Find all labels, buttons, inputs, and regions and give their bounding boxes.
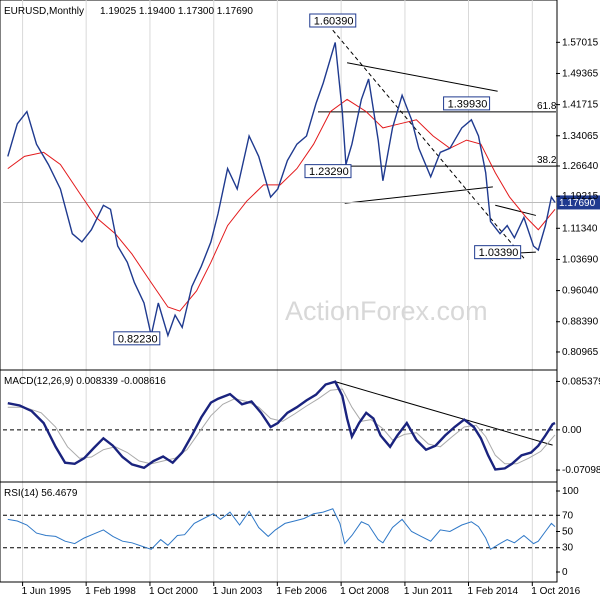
x-axis: 1 Jun 1995 1 Feb 1998 1 Oct 2000 1 Jun 2003… <box>22 582 581 597</box>
price-tick-label: 1.57015 <box>562 37 599 48</box>
price-y-axis: 1.57015 1.49365 1.41715 1.34065 1.26640 1.192… <box>556 37 599 358</box>
current-price-tag <box>557 195 600 210</box>
price-panel: ActionForex.com 61.838.2 1.603901.399301… <box>0 0 600 582</box>
price-level-label: 1.23290 <box>309 166 349 178</box>
price-levels: 1.60390 1.39930 1.23290 1.03390 0.82230 1.176… <box>113 13 600 346</box>
price-tick-label: 1.34065 <box>562 131 599 142</box>
macd-tick-label: 0.085379 <box>562 376 600 387</box>
fib-label: 61.8 <box>537 101 557 112</box>
price-grid <box>22 0 533 582</box>
moving-average-line <box>7 98 556 312</box>
x-tick-label: 1 Oct 2016 <box>531 586 580 597</box>
macd-trendline <box>335 381 553 446</box>
fib-label: 38.2 <box>537 155 557 166</box>
x-tick-label: 1 Jun 2011 <box>404 586 453 597</box>
upper-trendline <box>347 62 498 92</box>
rsi-label: RSI(14) 56.4679 <box>4 488 78 499</box>
price-level-label: 1.03390 <box>479 247 519 259</box>
macd-tick-label: -0.070989 <box>562 465 600 476</box>
x-tick-label: 1 Feb 2006 <box>276 586 327 597</box>
price-tick-label: 1.11340 <box>562 223 598 234</box>
rsi-series <box>7 508 556 551</box>
symbol-label: EURUSD,Monthly <box>4 6 84 17</box>
rsi-y-axis: 100 70 50 30 0 <box>556 486 579 578</box>
x-tick-label: 1 Feb 2014 <box>467 586 518 597</box>
macd-tick-label: 0.00 <box>562 425 582 436</box>
x-tick-label: 1 Feb 1998 <box>85 586 136 597</box>
x-tick-label: 1 Jun 1995 <box>22 586 72 597</box>
macd-label: MACD(12,26,9) 0.008339 -0.008616 <box>4 376 166 387</box>
price-tick-label: 0.80965 <box>562 347 599 358</box>
price-level-box <box>309 13 357 28</box>
price-level-label: 1.60390 <box>314 16 354 28</box>
rsi-tick-label: 70 <box>562 510 574 521</box>
price-level-box <box>443 96 491 111</box>
rsi-panel: 100 70 50 30 0 RSI(14) 56.4679 <box>0 481 579 583</box>
x-tick-label: 1 Jun 2003 <box>213 586 263 597</box>
x-tick-label: 1 Oct 2008 <box>340 586 389 597</box>
macd-trendline <box>335 381 553 446</box>
current-price-label: 1.17690 <box>559 198 596 209</box>
wedge-upper-line <box>495 204 537 216</box>
price-series <box>7 42 556 338</box>
price-tick-label: 0.88390 <box>562 317 599 328</box>
rsi-grid <box>3 514 556 549</box>
rsi-panel-frame <box>0 481 558 583</box>
price-line <box>7 42 556 338</box>
lower-trendline <box>344 186 493 204</box>
price-tick-label: 1.49365 <box>562 68 599 79</box>
price-tick-label: 1.03690 <box>562 254 599 265</box>
price-tick-label: 1.19215 <box>562 191 599 202</box>
watermark: ActionForex.com <box>285 296 488 326</box>
macd-line <box>7 380 556 471</box>
rsi-tick-label: 0 <box>562 567 568 578</box>
rsi-line <box>7 508 556 551</box>
macd-y-axis: 0.085379 0.00 -0.070989 <box>556 376 600 476</box>
x-tick-label: 1 Oct 2000 <box>149 586 198 597</box>
rsi-tick-label: 50 <box>562 527 574 538</box>
price-trendlines: 61.8 38.2 <box>3 29 557 259</box>
macd-panel: 0.085379 0.00 -0.070989 MACD(12,26,9) 0.00… <box>0 369 600 483</box>
rsi-tick-label: 30 <box>562 543 574 554</box>
price-tick-label: 0.96040 <box>562 286 599 297</box>
price-level-box <box>113 331 161 346</box>
rsi-tick-label: 100 <box>562 486 579 497</box>
price-level-label: 0.82230 <box>118 333 158 345</box>
price-tick-label: 1.41715 <box>562 100 599 111</box>
macd-series <box>7 380 556 471</box>
ohlc-readout: 1.19025 1.19400 1.17300 1.17690 <box>100 6 253 17</box>
price-level-box <box>304 164 352 179</box>
price-level-box <box>474 245 522 260</box>
dashed-downtrend <box>332 29 525 259</box>
macd-signal-line <box>7 388 556 465</box>
price-level-label: 1.39930 <box>448 98 488 110</box>
price-tick-label: 1.26640 <box>562 161 599 172</box>
